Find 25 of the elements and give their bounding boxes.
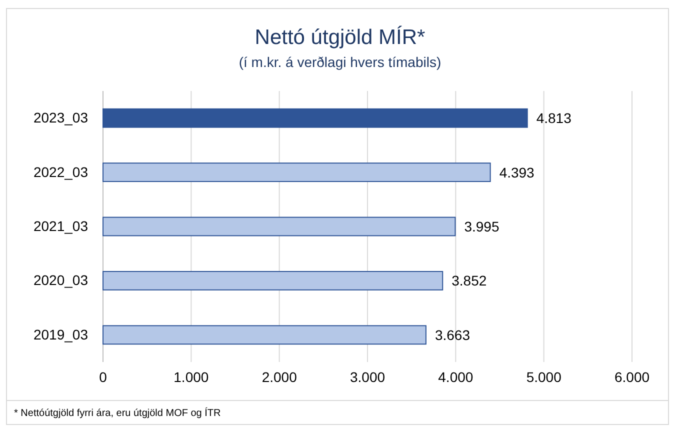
y-tick-label: 2021_03 bbox=[33, 218, 88, 234]
data-label: 4.393 bbox=[499, 164, 535, 180]
x-tick-label: 0 bbox=[99, 368, 108, 385]
data-label: 3.995 bbox=[464, 218, 500, 234]
y-tick-label: 2022_03 bbox=[33, 164, 88, 180]
bar bbox=[102, 108, 528, 128]
bar bbox=[102, 270, 444, 290]
x-tick-label: 6.000 bbox=[614, 368, 650, 385]
y-tick-label: 2020_03 bbox=[33, 272, 88, 288]
bar bbox=[102, 162, 491, 182]
x-tick-label: 3.000 bbox=[350, 368, 386, 385]
data-label: 3.663 bbox=[434, 326, 470, 343]
bar bbox=[102, 325, 426, 345]
y-tick-label: 2023_03 bbox=[33, 110, 88, 126]
bar bbox=[102, 216, 456, 236]
chart-subtitle: (í m.kr. á verðlagi hvers tímabils) bbox=[238, 54, 442, 70]
chart-title: Nettó útgjöld MÍR* bbox=[254, 25, 426, 49]
x-tick-label: 1.000 bbox=[174, 368, 209, 385]
data-label: 4.813 bbox=[536, 110, 572, 126]
text: * Nettóútgjöld fyrri ára, eru útgjöld MOF og ÍTR bbox=[14, 407, 221, 419]
data-label: 3.852 bbox=[452, 272, 487, 289]
x-tick-label: 4.000 bbox=[438, 368, 474, 385]
x-tick-label: 2.000 bbox=[262, 368, 298, 385]
y-tick-label: 2019_03 bbox=[33, 326, 88, 342]
x-tick-label: 5.000 bbox=[526, 368, 562, 385]
